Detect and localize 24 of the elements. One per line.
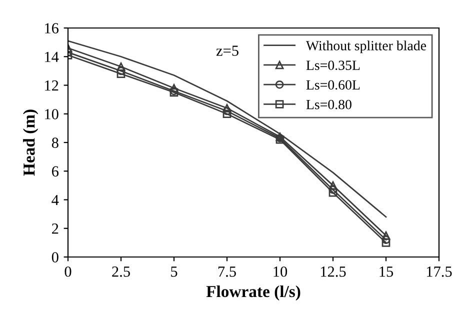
x-tick-label: 15 <box>380 266 394 277</box>
x-tick-label: 0 <box>64 266 72 277</box>
y-tick-label: 8 <box>52 138 58 148</box>
annotation: z=5 <box>216 46 238 56</box>
x-axis-title: Flowrate (l/s) <box>206 285 300 301</box>
y-tick-label: 12 <box>45 80 58 91</box>
y-axis-title: Head (m) <box>23 110 38 176</box>
y-tick-label: 16 <box>45 23 59 34</box>
x-tick-label: 7.5 <box>218 266 236 277</box>
x-tick-label: 12.5 <box>320 266 346 277</box>
y-tick-label: 0 <box>52 252 58 262</box>
y-tick-label: 10 <box>45 109 58 120</box>
x-tick-label: 5 <box>171 266 178 277</box>
legend-label: Ls=0.80 <box>306 100 352 110</box>
x-tick-label: 10 <box>274 266 288 277</box>
y-tick-label: 2 <box>52 224 58 234</box>
x-tick-label: 2.5 <box>112 266 130 277</box>
legend-label: Ls=0.60L <box>306 80 360 90</box>
legend-label: Without splitter blade <box>306 40 426 54</box>
legend-label: Ls=0.35L <box>306 60 360 70</box>
y-tick-label: 6 <box>52 166 59 177</box>
y-tick-label: 14 <box>45 52 59 62</box>
y-tick-label: 4 <box>52 194 59 206</box>
x-tick-label: 17.5 <box>426 266 452 277</box>
